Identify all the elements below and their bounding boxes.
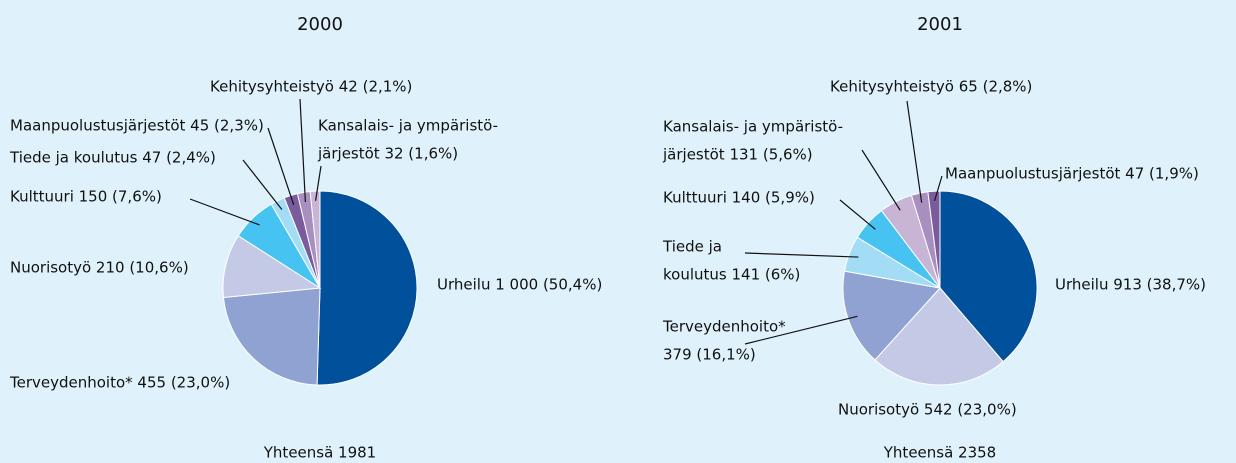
slice-label: Kulttuuri 140 (5,9%): [663, 189, 815, 207]
slice-label: Nuorisotyö 542 (23,0%): [838, 401, 1017, 419]
pie-slice: [222, 287, 321, 386]
total-label: Yhteensä 1981: [263, 444, 376, 462]
slice-label: Maanpuolustusjärjestöt 47 (1,9%): [945, 165, 1199, 183]
slice-label: järjestöt 32 (1,6%): [317, 145, 458, 163]
leader-line: [267, 127, 295, 205]
slice-label: Kulttuuri 150 (7,6%): [10, 188, 162, 206]
pie-title: 2001: [917, 14, 963, 35]
slice-label: Kansalais- ja ympäristö-: [318, 117, 498, 135]
pie-slice: [309, 190, 321, 289]
slice-label: Urheilu 1 000 (50,4%): [437, 276, 602, 294]
slice-label: 379 (16,1%): [663, 346, 756, 364]
slice-label: Tiede ja: [662, 238, 722, 256]
leader-line: [906, 100, 923, 203]
pie-slice: [927, 190, 941, 289]
slice-label: Tiede ja koulutus 47 (2,4%): [9, 149, 216, 167]
slice-label: järjestöt 131 (5,6%): [662, 146, 813, 164]
leader-line: [839, 199, 876, 230]
leader-line: [933, 175, 943, 202]
slice-label: Terveydenhoito* 455 (23,0%): [9, 374, 230, 392]
pie-slice: [316, 190, 418, 386]
leader-line: [744, 252, 859, 258]
slice-label: koulutus 141 (6%): [663, 266, 800, 284]
leader-line: [314, 165, 322, 201]
leader-line: [299, 98, 306, 202]
slice-label: Kehitysyhteistyö 65 (2,8%): [830, 78, 1032, 96]
leader-line: [242, 159, 283, 210]
pie-slice: [842, 270, 941, 361]
pie-title: 2000: [297, 14, 343, 35]
leader-line: [744, 315, 858, 345]
slice-label: Nuorisotyö 210 (10,6%): [10, 259, 189, 277]
pie-slice: [939, 190, 1038, 363]
slice-label: Urheilu 913 (38,7%): [1055, 276, 1206, 294]
leader-line: [189, 198, 260, 226]
slice-label: Kehitysyhteistyö 42 (2,1%): [210, 78, 412, 96]
slice-label: Kansalais- ja ympäristö-: [663, 118, 843, 136]
slice-label: Maanpuolustusjärjestöt 45 (2,3%): [10, 117, 264, 135]
slice-label: Terveydenhoito*: [662, 318, 786, 336]
leader-line: [861, 149, 901, 211]
total-label: Yhteensä 2358: [883, 444, 996, 462]
pie-slice: [874, 287, 1004, 386]
